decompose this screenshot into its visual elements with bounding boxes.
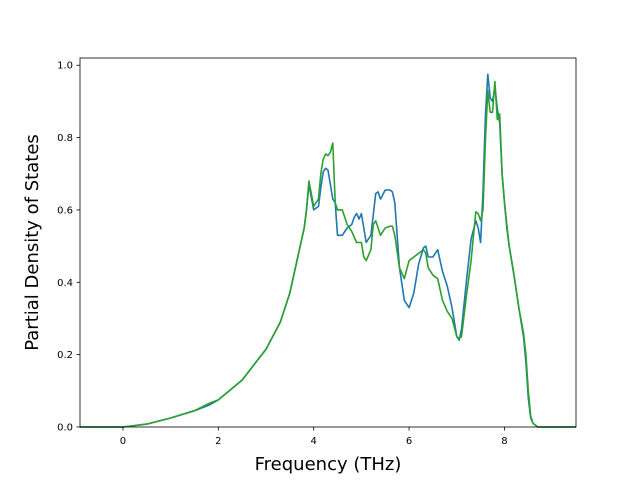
y-tick-label: 0.4 bbox=[57, 278, 73, 289]
y-tick-label: 0.2 bbox=[57, 350, 73, 361]
x-axis-label: Frequency (THz) bbox=[255, 454, 402, 475]
y-tick-label: 0.8 bbox=[57, 133, 73, 144]
x-tick-label: 4 bbox=[311, 436, 317, 447]
x-tick-label: 0 bbox=[120, 436, 126, 447]
y-tick-label: 0.6 bbox=[57, 205, 73, 216]
x-axis: 0 2 4 6 8 bbox=[120, 427, 508, 447]
y-axis: 0.0 0.2 0.4 0.6 0.8 1.0 bbox=[57, 61, 80, 434]
plot-frame bbox=[79, 57, 577, 428]
y-axis-label: Partial Density of States bbox=[22, 134, 43, 351]
y-tick-label: 0.0 bbox=[57, 423, 73, 434]
x-tick-label: 6 bbox=[406, 436, 412, 447]
x-tick-label: 2 bbox=[215, 436, 221, 447]
x-tick-label: 8 bbox=[501, 436, 507, 447]
y-tick-label: 1.0 bbox=[57, 61, 73, 72]
series-line-2 bbox=[80, 80, 576, 428]
series-layer bbox=[80, 73, 576, 428]
